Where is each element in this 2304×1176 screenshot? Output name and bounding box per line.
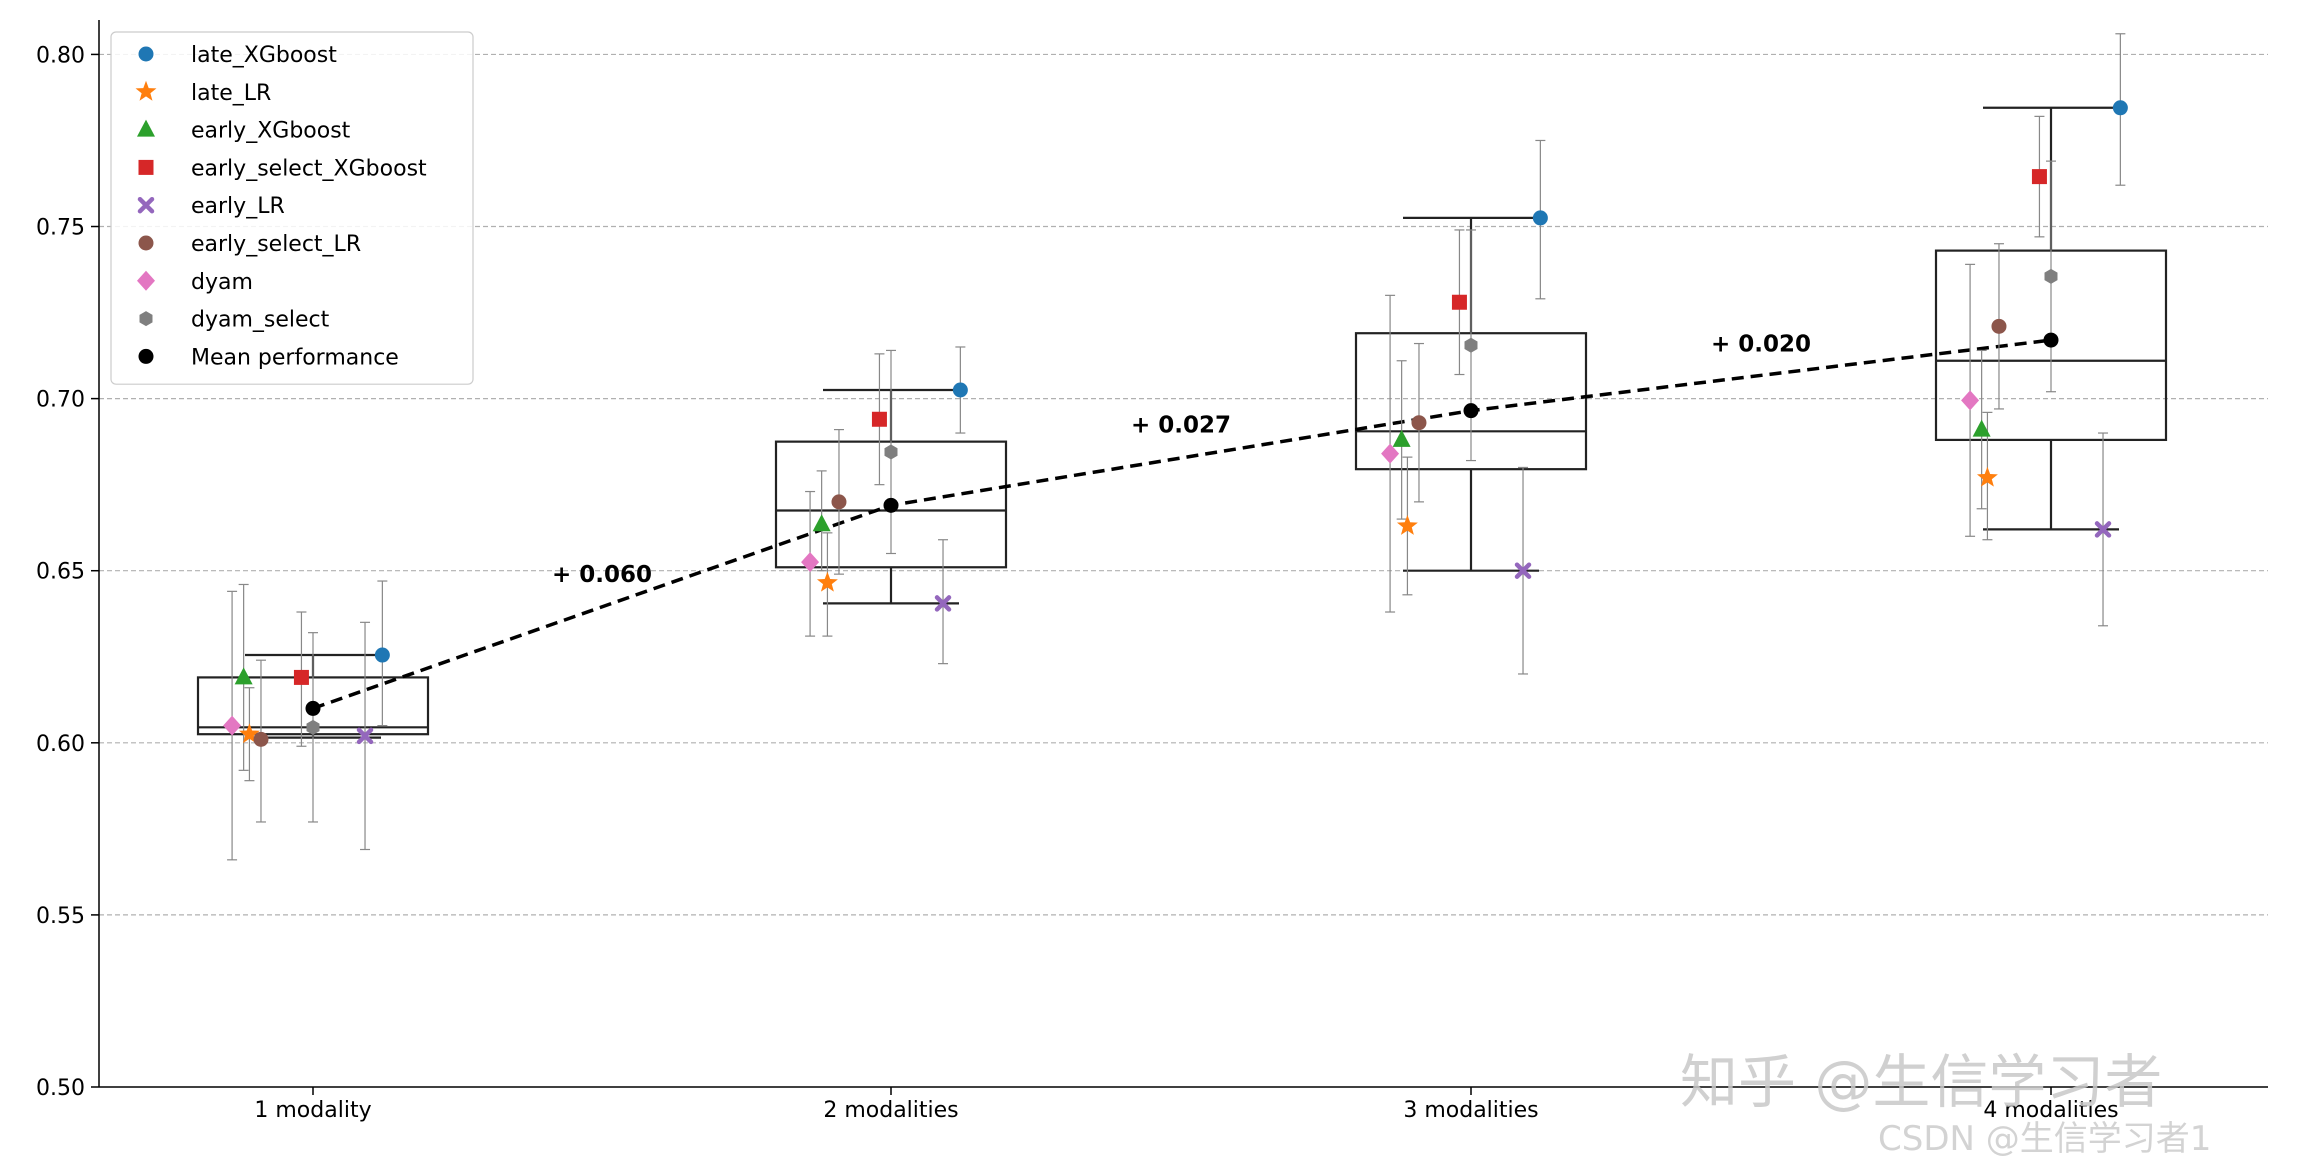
legend-label: early_select_XGboost [191,156,427,181]
legend-label: late_LR [191,81,271,106]
point-dyam [1381,443,1400,464]
legend-label: dyam_select [191,308,330,333]
point-late-lr [1976,466,1998,487]
delta-annotations: + 0.060 + 0.027 + 0.020 [552,332,1811,589]
watermark-sub: CSDN @生信学习者1 [1878,1119,2211,1159]
mean-trend-line [312,338,2052,711]
legend: late_XGboost late_LR early_XGboost early_se… [110,31,474,385]
point-early-xgboost [1972,419,1991,437]
point-early-xgboost [234,667,253,685]
point-dyam [223,715,242,736]
x-tick-label: 3 modalities [1403,1098,1538,1123]
point-late-lr [816,571,838,592]
point-early-select-lr [1991,318,2007,334]
y-tick-label: 0.80 [36,43,85,68]
point-early-select-xgboost [293,669,309,685]
point-early-select-lr [253,731,269,747]
x-tick-label: 2 modalities [823,1098,958,1123]
x-marker-stroke [2094,521,2112,538]
point-mean-performance [305,700,321,716]
point-late-lr [1396,514,1418,535]
point-early-xgboost [812,514,831,532]
axes: 0.50 0.55 0.60 0.65 0.70 0.75 0.80 1 modality 2 … [36,20,2268,1123]
watermark: 知乎 @生信学习者 CSDN @生信学习者1 [1680,1048,2211,1159]
legend-label: early_LR [191,194,285,219]
point-late-xgboost [2112,100,2128,116]
point-dyam-select [306,719,320,735]
x-tick-label: 4 modalities [1983,1098,2118,1123]
mean-trend-polyline [312,338,2052,711]
x-tick-label: 1 modality [254,1098,371,1123]
legend-marker [139,311,153,327]
legend-marker [135,80,157,101]
legend-frame [110,31,474,385]
point-early-select-xgboost [2031,169,2047,185]
data-points [223,100,2128,747]
delta-annotation: + 0.060 [552,562,652,588]
watermark-main: 知乎 @生信学习者 [1680,1048,2162,1116]
legend-label: late_XGboost [191,43,337,68]
x-marker-stroke [1514,562,1532,579]
point-early-lr [2094,521,2112,538]
point-early-xgboost [1392,429,1411,447]
point-early-lr [356,727,374,745]
point-early-select-lr [831,494,847,510]
point-mean-performance [883,497,899,513]
y-tick-label: 0.60 [36,732,85,757]
point-late-xgboost [952,382,968,398]
x-marker-stroke [137,196,155,214]
y-tick-label: 0.70 [36,388,85,413]
legend-label: dyam [191,270,253,295]
point-dyam-select [884,444,898,460]
point-mean-performance [2043,332,2059,348]
y-tick-label: 0.75 [36,216,85,241]
point-dyam-select [1464,337,1478,353]
point-early-lr [934,595,952,612]
x-marker-stroke [934,595,952,612]
legend-label: early_XGboost [191,119,351,144]
point-dyam [801,552,820,573]
point-late-xgboost [374,647,390,663]
point-early-select-xgboost [1451,294,1467,310]
legend-marker [138,235,154,251]
delta-annotation: + 0.020 [1711,332,1811,358]
error-bars [227,33,2126,861]
legend-marker [138,46,154,62]
y-tick-label: 0.50 [36,1076,85,1101]
legend-marker [138,348,154,364]
point-dyam-select [2044,268,2058,284]
delta-annotation: + 0.027 [1131,412,1231,438]
point-early-select-xgboost [871,411,887,427]
y-tick-label: 0.65 [36,560,85,585]
point-early-lr [1514,562,1532,579]
point-early-select-lr [1411,415,1427,431]
legend-marker [138,159,154,175]
point-late-lr [238,723,260,744]
legend-label: early_select_LR [191,232,361,257]
point-mean-performance [1463,403,1479,419]
x-marker-stroke [356,727,374,745]
legend-marker [137,196,155,214]
legend-marker [137,119,155,137]
y-tick-label: 0.55 [36,904,85,929]
legend-marker [137,270,155,291]
point-late-xgboost [1532,210,1548,226]
point-dyam [1961,390,1980,411]
legend-label: Mean performance [191,345,399,370]
